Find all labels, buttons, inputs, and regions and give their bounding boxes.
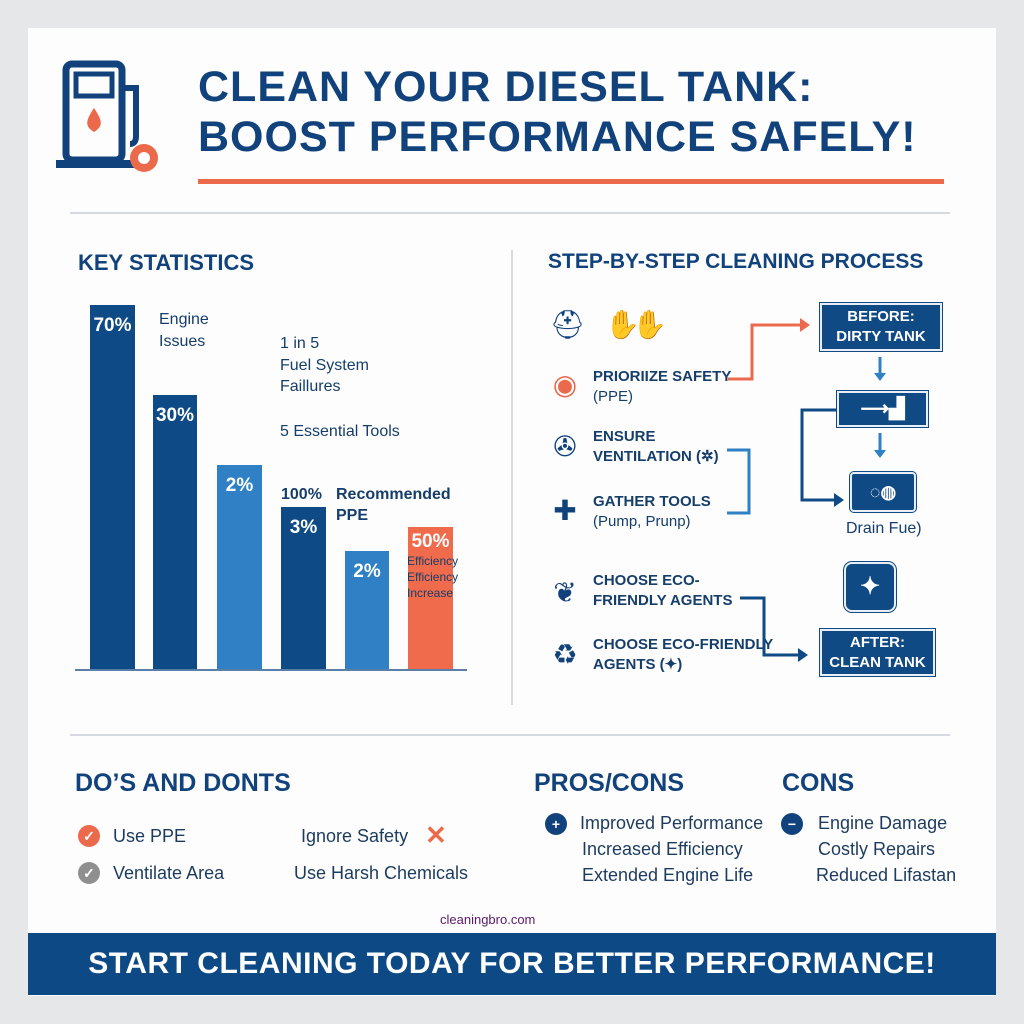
leaf-icon: ❦: [553, 577, 577, 608]
stat-label: Efficiency: [407, 570, 459, 584]
stat-label: Fuel System: [280, 357, 369, 374]
gloves-icon: ✋: [632, 309, 667, 340]
after-clean-tank-box: AFTER: CLEAN TANK: [819, 628, 936, 677]
step-tools: GATHER TOOLS (Pump, Prunp): [593, 493, 711, 530]
do-item: Ventilate Area: [113, 863, 225, 883]
stat-label: 100%: [281, 486, 322, 503]
hard-hat-goggles-icon: ⛑: [550, 309, 586, 340]
clean-tank-icon: ✦: [843, 561, 897, 613]
stat-label: Increase: [407, 586, 454, 600]
stat-label: Faillures: [280, 378, 341, 395]
x-icon: ✕: [425, 820, 447, 850]
divider: [70, 212, 950, 214]
fuel-pump-gear-icon: [56, 60, 158, 172]
dont-item: Ignore Safety: [301, 826, 409, 846]
step-safety: PRIORIIZE SAFETY (PPE): [593, 368, 732, 405]
bar-3: 2%: [217, 465, 262, 670]
pro-item: Extended Engine Life: [582, 865, 754, 885]
pump-brush-icon: ⟶▟: [836, 390, 929, 428]
stat-label: PPE: [336, 507, 369, 524]
con-item: Costly Repairs: [818, 839, 936, 859]
con-item: Engine Damage: [818, 813, 948, 833]
check-icon: ✓: [78, 862, 100, 884]
bar-2: 30%: [153, 395, 197, 670]
cons-heading: CONS: [782, 769, 855, 797]
fan-icon: ✇: [553, 431, 577, 462]
engine-issues-label: Engine Issues: [159, 311, 209, 350]
pros-heading: PROS/CONS: [534, 769, 685, 797]
stat-label: Recommended: [336, 486, 451, 503]
stat-label: 5 Essential Tools: [280, 423, 400, 440]
minus-icon: −: [781, 813, 803, 835]
stat-label: 1 in 5: [280, 335, 320, 352]
key-statistics-heading: KEY STATISTICS: [78, 250, 255, 275]
step-eco-agents: CHOOSE ECO- FRIENDLY AGENTS: [593, 572, 733, 609]
process-heading: STEP-BY-STEP CLEANING PROCESS: [548, 250, 924, 273]
footer-banner: START CLEANING TODAY FOR BETTER PERFORMA…: [28, 933, 996, 995]
divider: [70, 734, 950, 736]
bar-5: 2%: [345, 551, 389, 670]
dos-donts-heading: DO’S AND DONTS: [75, 769, 291, 797]
safety-icon: ◉: [552, 369, 578, 400]
chart-baseline: [75, 669, 467, 671]
tools-icon: ✚: [553, 495, 577, 526]
step-eco-agents-2: CHOOSE ECO-FRIENDLY AGENTS (✦): [593, 636, 774, 673]
step-ventilation: ENSURE VENTILATION (✲): [593, 428, 719, 465]
title-underline: [198, 179, 944, 184]
recycle-icon: ♻: [552, 639, 578, 670]
dont-item: Use Harsh Chemicals: [294, 863, 469, 883]
page-title: CLEAN YOUR DIESEL TANK: BOOST PERFORMANCE…: [198, 63, 917, 161]
bar-1: 70%: [90, 305, 135, 670]
stat-label: Efficiency: [407, 554, 459, 568]
pro-item: Increased Efficiency: [582, 839, 743, 859]
before-dirty-tank-box: BEFORE: DIRTY TANK: [819, 302, 943, 352]
do-item: Use PPE: [113, 826, 187, 846]
gloves-icon: ✋: [605, 309, 640, 340]
bar-6: 50%: [408, 527, 453, 670]
pro-item: Improved Performance: [580, 813, 764, 833]
con-item: Reduced Lifastan: [816, 865, 957, 885]
plus-icon: +: [545, 813, 567, 835]
bar-4: 3%: [281, 507, 326, 670]
drain-fuel-label: Drain Fue): [846, 520, 922, 537]
divider: [511, 250, 513, 705]
watermark: cleaningbro.com: [440, 912, 536, 927]
check-icon: ✓: [78, 825, 100, 847]
tank-icon: ◌◍: [849, 471, 917, 513]
